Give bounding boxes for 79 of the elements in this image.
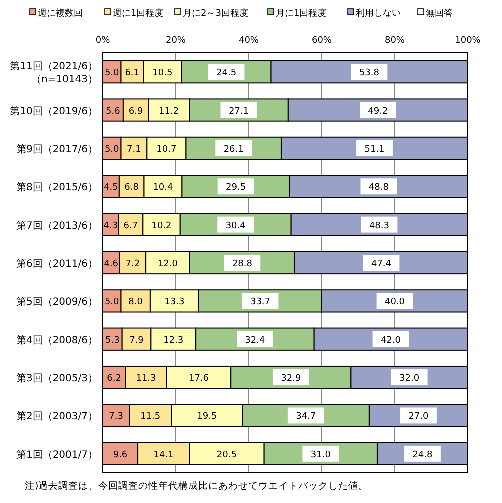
- data-label: 10.2: [152, 221, 172, 232]
- data-label: 6.2: [107, 374, 122, 384]
- legend-label: 無回答: [426, 8, 453, 19]
- y-tick-label: 第4回（2008/6）: [16, 334, 98, 346]
- data-label: 49.2: [368, 106, 388, 117]
- data-label: 53.8: [359, 68, 380, 79]
- data-label: 51.1: [364, 144, 385, 155]
- data-label: 9.6: [113, 450, 128, 460]
- data-label: 42.0: [380, 336, 402, 346]
- data-label: 32.4: [245, 336, 266, 346]
- data-label: 6.9: [128, 106, 144, 117]
- data-label: 17.6: [188, 374, 210, 384]
- x-tick-label: 60%: [312, 36, 332, 46]
- data-label: 7.9: [130, 336, 144, 346]
- data-label: 27.1: [228, 106, 249, 117]
- x-tick-label: 20%: [166, 36, 186, 46]
- data-label: 4.3: [104, 221, 118, 232]
- data-label: 5.3: [106, 336, 120, 346]
- data-label: 30.4: [226, 221, 246, 232]
- data-label: 5.0: [104, 298, 120, 308]
- y-tick-label: 第10回（2019/6）: [10, 105, 98, 118]
- data-label: 5.0: [104, 68, 120, 79]
- data-label: 13.3: [164, 298, 185, 308]
- y-tick-label: 第11回（2021/6）（n=10143）: [10, 60, 98, 86]
- y-tick-label: 第1回（2001/7）: [16, 448, 98, 461]
- data-label: 40.0: [384, 298, 406, 308]
- data-label: 20.5: [216, 450, 237, 460]
- data-label: 34.7: [296, 412, 316, 422]
- y-tick-label: 第3回（2005/3）: [16, 372, 98, 385]
- data-label: 32.9: [281, 374, 302, 384]
- data-label: 31.0: [310, 450, 332, 460]
- data-label: 26.1: [224, 144, 244, 155]
- data-label: 5.0: [104, 144, 120, 155]
- legend-label: 月に1回程度: [276, 8, 327, 19]
- data-label: 11.3: [136, 374, 156, 384]
- data-label: 47.4: [371, 260, 392, 270]
- data-label: 27.0: [408, 412, 430, 422]
- data-label: 6.8: [124, 183, 140, 194]
- data-label: 24.8: [412, 450, 434, 460]
- y-tick-label: 第5回（2009/6）: [16, 296, 98, 308]
- data-label: 10.7: [156, 144, 177, 155]
- x-tick-label: 40%: [238, 36, 260, 46]
- data-label: 5.6: [106, 106, 121, 117]
- data-label: 10.5: [152, 68, 173, 79]
- data-label: 24.5: [216, 68, 237, 79]
- data-label: 33.7: [250, 298, 271, 308]
- data-label: 8.0: [128, 298, 144, 308]
- data-label: 7.3: [109, 412, 124, 422]
- y-tick-label: 第7回（2013/6）: [16, 220, 98, 232]
- data-label: 11.2: [159, 106, 180, 117]
- data-label: 10.4: [153, 183, 174, 194]
- data-label: 48.3: [369, 221, 390, 232]
- y-tick-label: 第6回（2011/6）: [16, 258, 98, 270]
- y-tick-label: 第2回（2003/7）: [16, 410, 98, 423]
- x-tick-label: 0%: [96, 36, 111, 46]
- text: 注)過去調査は、今回調査の性年代構成比にあわせてウエイトバックした値。: [25, 480, 369, 492]
- data-label: 29.5: [226, 183, 246, 194]
- data-label: 19.5: [197, 412, 218, 422]
- y-tick-label: 第9回（2017/6）: [16, 143, 98, 156]
- data-label: 6.1: [125, 68, 140, 79]
- data-label: 14.1: [154, 450, 174, 460]
- legend-label: 週に1回程度: [113, 8, 164, 19]
- legend-label: 利用しない: [356, 8, 401, 19]
- data-label: 12.0: [158, 260, 178, 270]
- data-label: 7.1: [127, 144, 142, 155]
- x-tick-label: 100%: [455, 36, 482, 46]
- x-tick-label: 80%: [384, 36, 406, 46]
- data-label: 48.8: [368, 183, 390, 194]
- data-label: 12.3: [164, 336, 184, 346]
- data-label: 7.2: [126, 260, 140, 270]
- data-label: 32.0: [400, 374, 420, 384]
- legend-label: 月に2～3回程度: [183, 8, 248, 19]
- data-label: 6.7: [124, 221, 138, 232]
- data-label: 4.5: [104, 183, 118, 194]
- data-label: 4.6: [104, 260, 119, 270]
- legend-label: 週に複数回: [38, 8, 83, 19]
- data-label: 28.8: [232, 260, 253, 270]
- data-label: 11.5: [140, 412, 161, 422]
- y-tick-label: 第8回（2015/6）: [16, 182, 98, 194]
